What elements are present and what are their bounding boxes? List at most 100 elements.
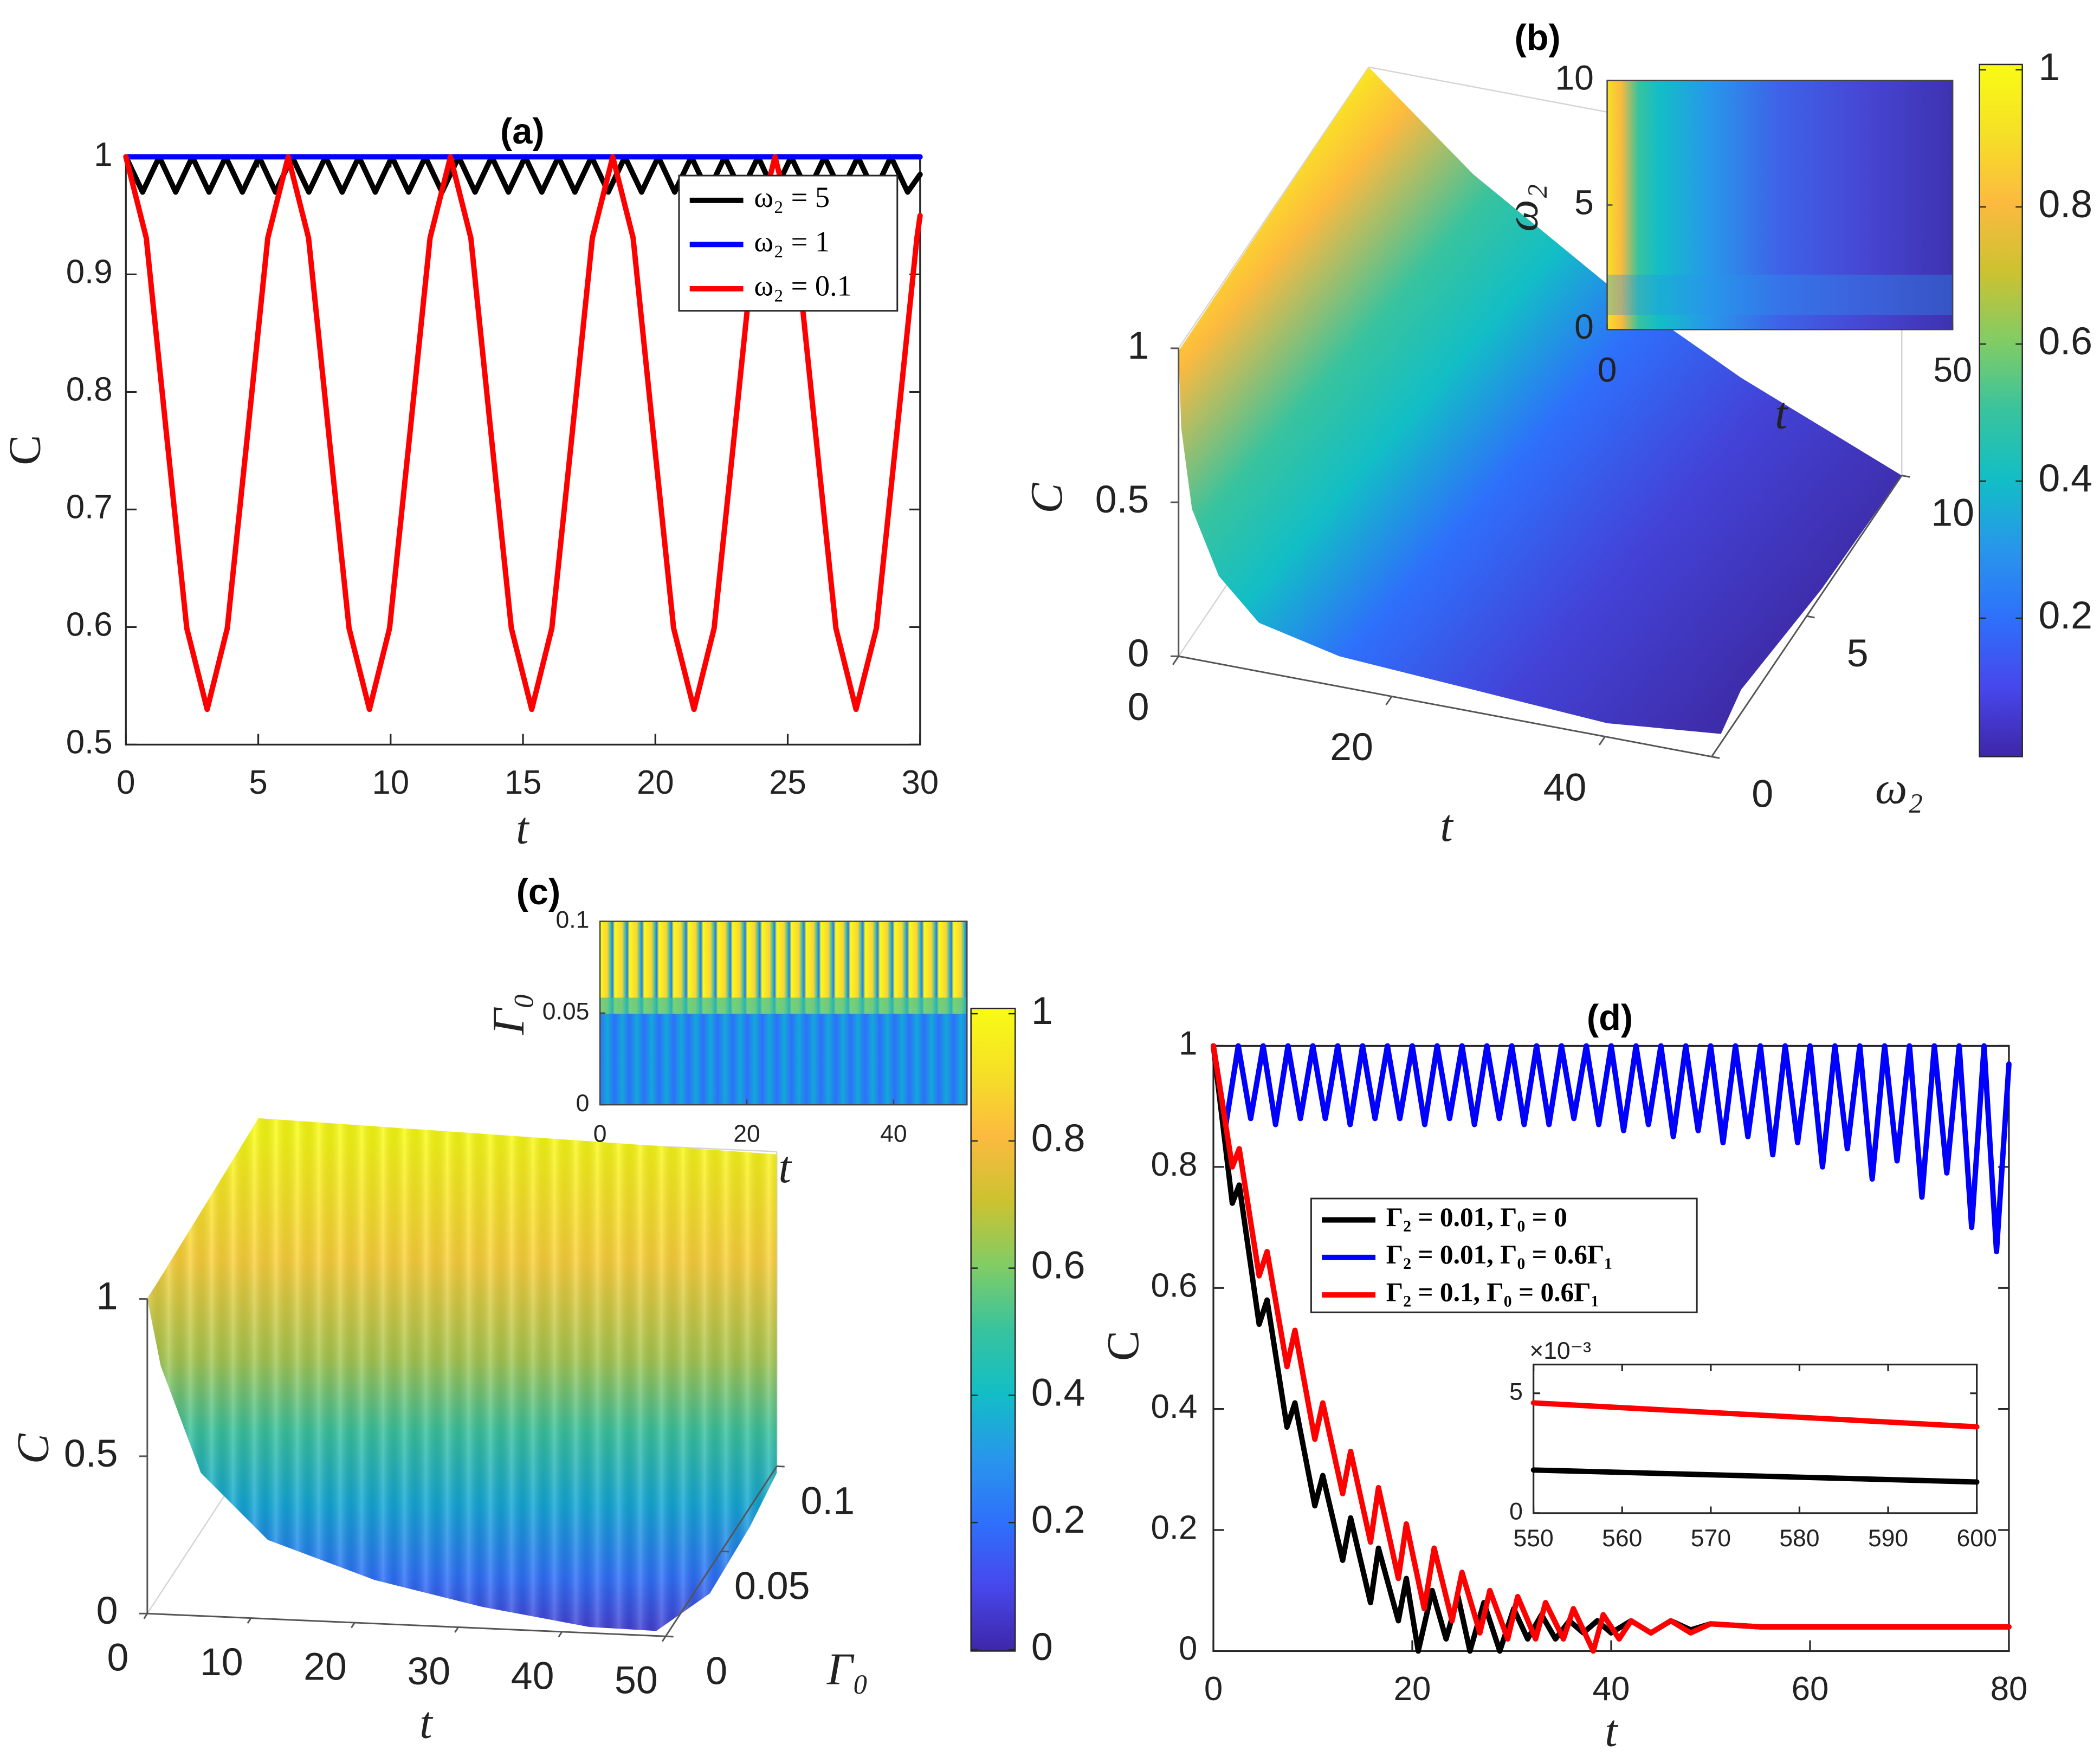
x-tick-label: 590	[1868, 1525, 1908, 1552]
x-tick	[454, 1626, 459, 1633]
x-tick-label: 0	[107, 1636, 129, 1680]
back-edge	[1178, 67, 1369, 349]
y-tick-label: 0	[576, 1090, 590, 1117]
x-tick-label: 580	[1779, 1525, 1819, 1552]
x-tick-label: 40	[1593, 1670, 1630, 1708]
x-tick-label: 550	[1514, 1525, 1554, 1552]
y-tick	[1806, 615, 1815, 619]
inset-plot-area	[1533, 1364, 1977, 1513]
inset-heatmap-b-band	[1607, 274, 1953, 315]
colorbar	[970, 1007, 1016, 1652]
y-tick	[777, 1465, 785, 1468]
y-tick-label: 5	[1509, 1378, 1523, 1405]
colorbar	[1979, 63, 2023, 757]
x-tick	[661, 1636, 667, 1642]
y-tick-label: 0.05	[542, 999, 590, 1025]
y-tick	[665, 1635, 674, 1638]
y-tick	[1901, 475, 1910, 478]
x-tick	[1385, 696, 1393, 705]
x-tick-label: 600	[1957, 1525, 1997, 1552]
x-tick-label: 0	[1598, 350, 1617, 389]
x-tick	[1598, 736, 1606, 745]
data-line	[1530, 1400, 1980, 1430]
y-tick-label: 0.1	[556, 906, 590, 933]
colorbar-tick-label: 0.4	[1031, 1371, 1085, 1414]
y-tick-label: 0.7	[66, 489, 113, 526]
y-tick-label: 5	[1847, 632, 1869, 675]
x-tick-label: 40	[511, 1654, 554, 1697]
x-tick-label: 10	[372, 764, 409, 801]
y-tick-label: 5	[1574, 183, 1594, 222]
x-tick-label: 5	[249, 764, 267, 801]
colorbar-tick-label: 0.2	[1031, 1498, 1085, 1541]
y-tick-label: 1	[94, 136, 112, 173]
z-tick-label: 1	[1128, 324, 1149, 367]
data-line	[1211, 1043, 2012, 1654]
x-tick-label: 50	[1933, 350, 1972, 389]
x-tick	[1172, 656, 1179, 665]
x-tick-label: 20	[637, 764, 674, 801]
x-axis-label: t	[1440, 801, 1454, 851]
x-tick-label: 50	[615, 1659, 658, 1702]
inset-heatmap-c-bottom	[600, 1014, 967, 1105]
x-tick-label: 0	[593, 1121, 607, 1147]
x-axis	[1178, 655, 1712, 758]
y-tick-label: 0	[1179, 1630, 1197, 1668]
colorbar-tick-label: 0.8	[1031, 1117, 1085, 1160]
z-tick-label: 0.5	[64, 1432, 118, 1475]
y-tick-label: 0.6	[1151, 1267, 1197, 1305]
x-tick-label: 10	[200, 1641, 243, 1684]
y-axis-label: ω₂	[1497, 184, 1548, 232]
x-axis-label: t	[779, 1142, 793, 1192]
y-axis-label: Γ₀	[826, 1644, 869, 1695]
y-axis-label: C	[0, 435, 50, 465]
surface-b	[1178, 67, 1902, 734]
surface-c-ridges	[147, 1118, 777, 1631]
axes-frame	[1212, 1045, 2010, 1652]
x-tick	[247, 1617, 252, 1624]
x-tick-label: 0	[117, 764, 135, 801]
x-tick-label: 40	[1543, 766, 1587, 809]
colorbar-tick-label: 0.6	[1031, 1244, 1085, 1287]
colorbar-tick-label: 0.6	[2038, 320, 2092, 363]
axes-frame	[1533, 1363, 1978, 1514]
x-tick-label: 0	[1128, 685, 1149, 729]
x-tick	[351, 1622, 356, 1629]
legend-label: ω₂ = 0.1	[754, 269, 852, 302]
y-tick-label: 0.5	[66, 724, 113, 761]
x-tick-label: 30	[407, 1650, 450, 1693]
inset-heatmap-c-band	[600, 997, 967, 1017]
data-line	[1211, 1043, 2012, 1654]
chart-title: (a)	[500, 112, 545, 152]
x-axis-label: t	[1605, 1706, 1619, 1756]
x-tick-label: 560	[1602, 1525, 1642, 1552]
x-tick-label: 40	[880, 1121, 907, 1147]
y-tick-label: 0	[1752, 773, 1773, 816]
y-tick	[1711, 756, 1720, 759]
y-tick-label: 0.6	[66, 606, 113, 644]
x-tick-label: 80	[1991, 1670, 2028, 1708]
chart-title: (c)	[516, 872, 561, 912]
legend-label: Γ₂ = 0.01, Γ₀ = 0.6Γ₁	[1386, 1240, 1612, 1269]
z-tick-label: 1	[96, 1274, 118, 1318]
y-tick-label: 0.1	[800, 1480, 855, 1523]
chart-title: (b)	[1514, 18, 1560, 58]
y-axis-label: ω₂	[1875, 763, 1923, 814]
z-tick-label: 0	[96, 1589, 118, 1632]
x-axis-label: t	[419, 1698, 434, 1748]
y-tick-label: 0.2	[1151, 1509, 1197, 1546]
legend-label: Γ₂ = 0.01, Γ₀ = 0	[1386, 1202, 1567, 1232]
colorbar-tick-label: 0	[1031, 1625, 1053, 1669]
y-tick-label: 0	[706, 1649, 727, 1693]
exponent-label: ×10⁻³	[1529, 1338, 1591, 1364]
x-tick-label: 15	[505, 764, 542, 801]
x-tick-label: 0	[1204, 1670, 1223, 1708]
legend-label: ω₂ = 1	[754, 225, 830, 258]
y-tick-label: 0.8	[1151, 1146, 1197, 1183]
chart-title: (d)	[1587, 998, 1633, 1038]
colorbar-tick-label: 1	[1031, 989, 1053, 1033]
colorbar-tick-label: 0.8	[2038, 183, 2092, 226]
x-tick-label: 20	[1394, 1670, 1431, 1708]
y-tick	[721, 1550, 729, 1553]
